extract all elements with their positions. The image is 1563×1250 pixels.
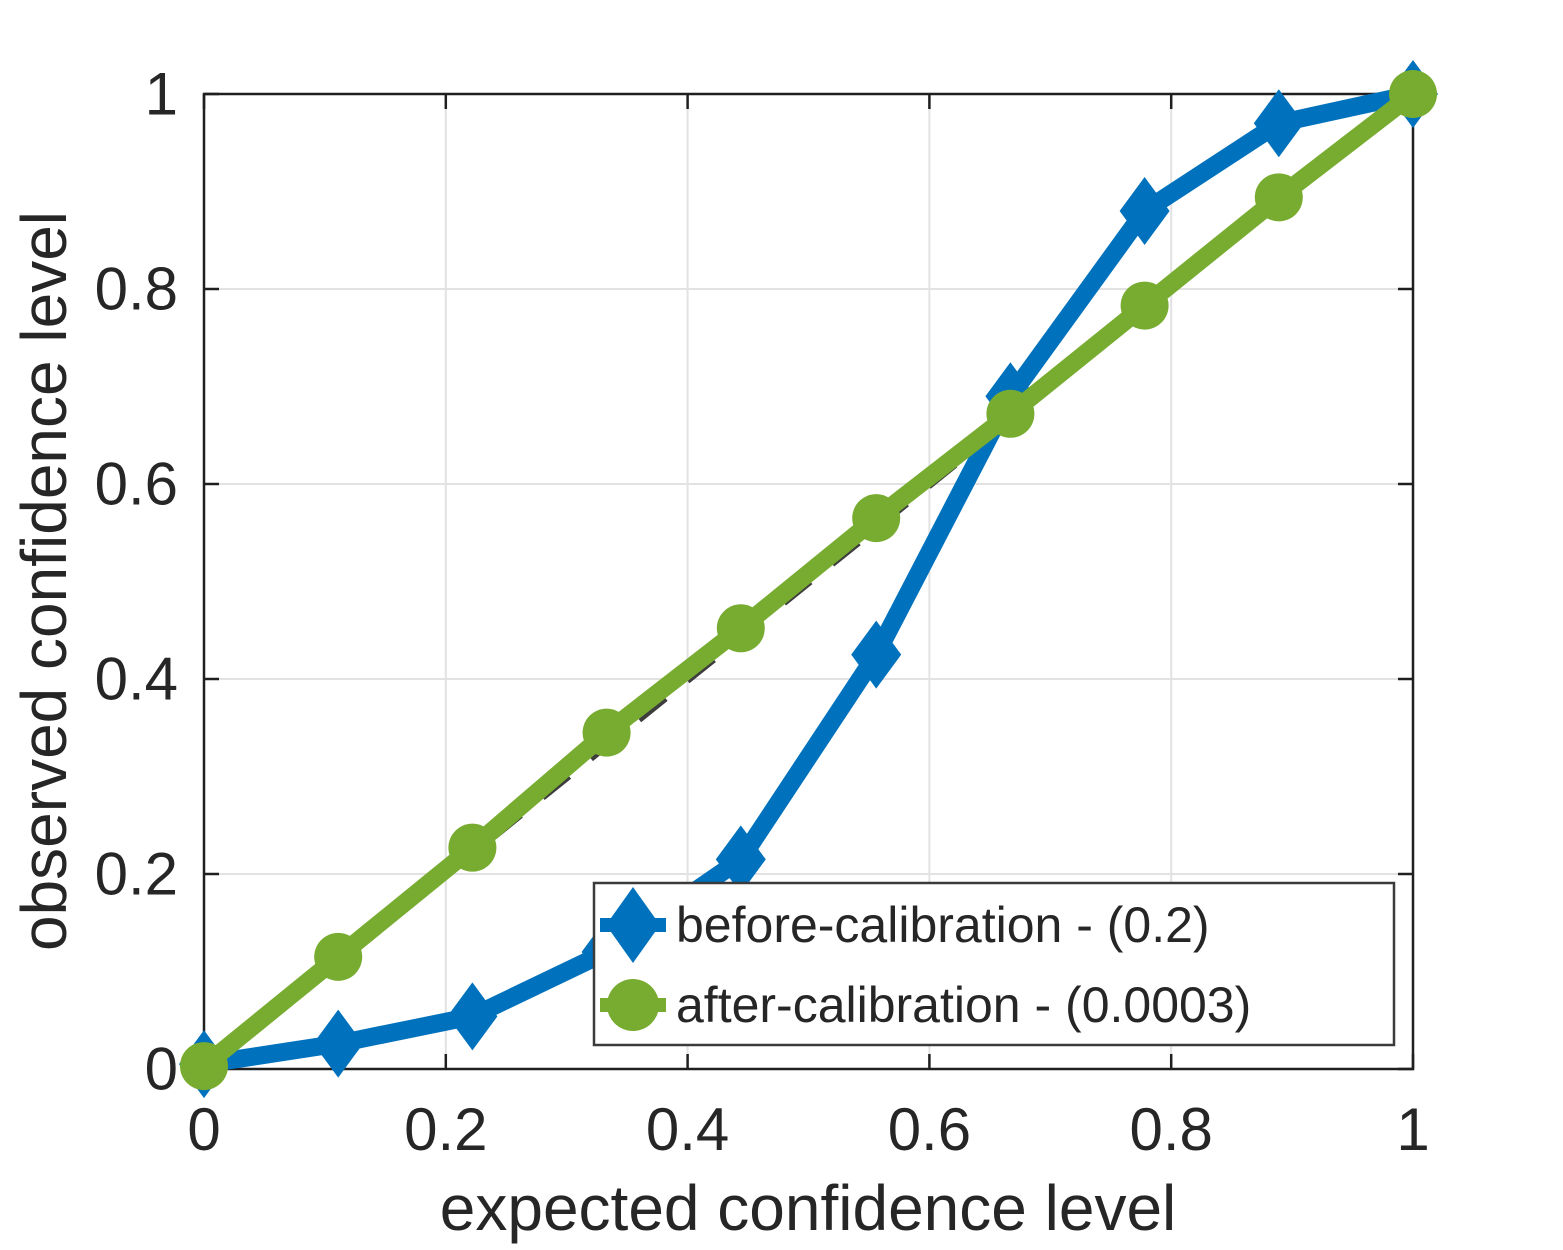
y-tick-label: 1: [145, 61, 178, 128]
y-tick-label: 0.8: [95, 256, 178, 323]
axis-box: [202, 92, 1415, 1071]
series-line: [198, 86, 1419, 1074]
circle-marker: [314, 932, 363, 981]
circle-marker: [607, 979, 659, 1031]
legend-item-label: after-calibration - (0.0003): [676, 977, 1251, 1033]
diamond-marker: [606, 887, 660, 963]
circle-marker: [180, 1042, 228, 1091]
series-line: [202, 85, 1415, 1074]
diamond-marker: [1253, 89, 1304, 158]
diamond-marker: [851, 620, 902, 689]
circle-marker: [1254, 173, 1303, 222]
diamond-marker: [447, 982, 498, 1051]
x-tick-label: 0.4: [646, 1096, 729, 1163]
circle-marker: [986, 389, 1035, 438]
diamond-marker: [313, 1009, 364, 1078]
legend-item-label: before-calibration - (0.2): [676, 897, 1210, 953]
x-tick-label: 0.6: [888, 1096, 971, 1163]
diamond-marker: [715, 825, 766, 894]
tick-label-layer: 0 0.2 0.4 0.6 0.8 1 0 0.2 0.4 0.6 0.8 1: [95, 61, 1430, 1164]
circle-marker: [716, 604, 765, 653]
circle-marker: [852, 494, 901, 543]
circle-marker: [582, 708, 631, 757]
legend-box: [592, 881, 1396, 1047]
x-axis-label: expected confidence level: [440, 1172, 1177, 1244]
legend: before-calibration - (0.2) after-calibrat…: [592, 881, 1396, 1047]
y-tick-label: 0.6: [95, 451, 178, 518]
diamond-marker: [1119, 177, 1170, 245]
x-tick-label: 0: [187, 1096, 220, 1163]
circle-marker: [448, 823, 497, 872]
circle-marker: [1389, 70, 1437, 118]
x-tick-label: 0.8: [1129, 1096, 1212, 1163]
y-tick-label: 0.4: [95, 646, 178, 713]
y-tick-label: 0.2: [95, 841, 178, 908]
y-axis-label: observed confidence level: [8, 211, 80, 951]
x-tick-label: 1: [1396, 1096, 1429, 1163]
circle-marker: [1120, 281, 1169, 330]
y-tick-label: 0: [145, 1036, 178, 1103]
x-tick-label: 0.2: [404, 1096, 487, 1163]
